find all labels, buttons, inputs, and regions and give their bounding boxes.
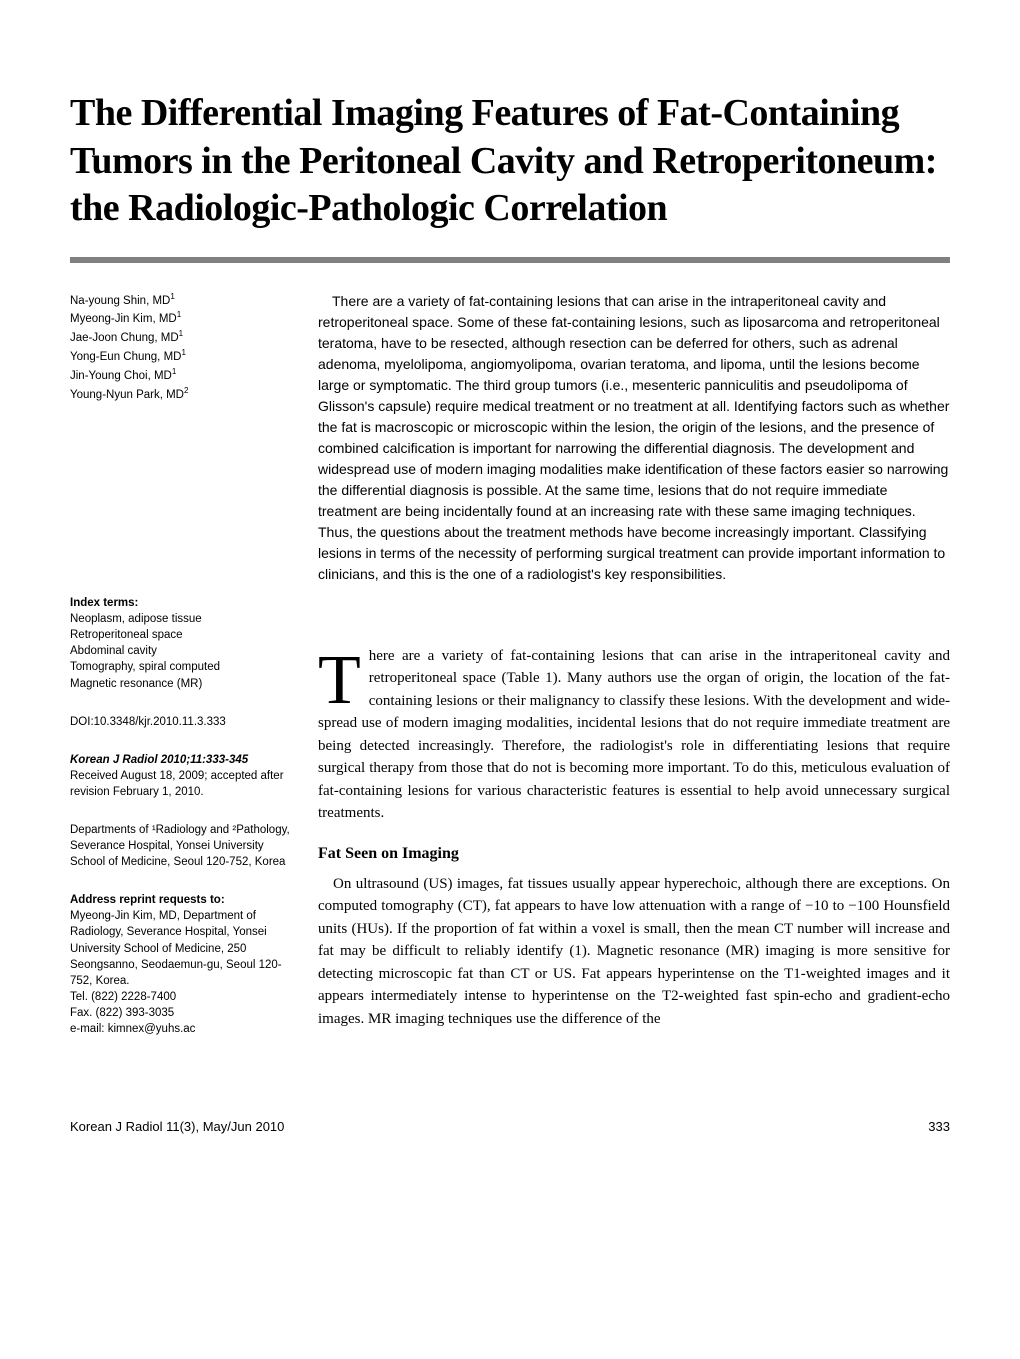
reprint-body: Myeong-Jin Kim, MD, Department of Radiol… <box>70 908 290 988</box>
index-term: Neoplasm, adipose tissue <box>70 611 290 627</box>
author: Myeong-Jin Kim, MD1 <box>70 309 290 327</box>
index-term: Abdominal cavity <box>70 643 290 659</box>
reprint-fax: Fax. (822) 393-3035 <box>70 1005 290 1021</box>
dropcap-letter: T <box>318 651 361 711</box>
received-line: Received August 18, 2009; accepted after… <box>70 768 290 800</box>
author-list: Na-young Shin, MD1 Myeong-Jin Kim, MD1 J… <box>70 291 290 404</box>
reprint-email: e-mail: kimnex@yuhs.ac <box>70 1021 290 1037</box>
index-term: Retroperitoneal space <box>70 627 290 643</box>
author: Young-Nyun Park, MD2 <box>70 385 290 403</box>
index-term: Magnetic resonance (MR) <box>70 676 290 692</box>
article-title: The Differential Imaging Features of Fat… <box>70 90 950 233</box>
author: Jin-Young Choi, MD1 <box>70 366 290 384</box>
affiliations: Departments of ¹Radiology and ²Pathology… <box>70 822 290 870</box>
journal-received-block: Korean J Radiol 2010;11:333-345 Received… <box>70 752 290 800</box>
index-terms-block: Index terms: Neoplasm, adipose tissue Re… <box>70 595 290 692</box>
index-term: Tomography, spiral computed <box>70 659 290 675</box>
sidebar-spacer <box>70 425 290 595</box>
intro-paragraph: T here are a variety of fat-containing l… <box>318 645 950 825</box>
section-heading: Fat Seen on Imaging <box>318 845 950 863</box>
title-rule <box>70 257 950 263</box>
index-terms-heading: Index terms: <box>70 595 290 611</box>
author: Na-young Shin, MD1 <box>70 291 290 309</box>
sidebar: Na-young Shin, MD1 Myeong-Jin Kim, MD1 J… <box>70 291 290 1060</box>
reprint-block: Address reprint requests to: Myeong-Jin … <box>70 892 290 1037</box>
intro-text: here are a variety of fat-containing les… <box>318 648 950 822</box>
reprint-heading: Address reprint requests to: <box>70 892 290 908</box>
author: Yong-Eun Chung, MD1 <box>70 347 290 365</box>
footer-journal: Korean J Radiol 11(3), May/Jun 2010 <box>70 1119 284 1134</box>
journal-citation: Korean J Radiol 2010;11:333-345 <box>70 752 290 768</box>
abstract: There are a variety of fat-containing le… <box>318 291 950 585</box>
body-paragraph: On ultrasound (US) images, fat tissues u… <box>318 873 950 1031</box>
two-column-layout: Na-young Shin, MD1 Myeong-Jin Kim, MD1 J… <box>70 291 950 1060</box>
doi: DOI:10.3348/kjr.2010.11.3.333 <box>70 714 290 730</box>
author: Jae-Joon Chung, MD1 <box>70 328 290 346</box>
main-column: There are a variety of fat-containing le… <box>318 291 950 1060</box>
reprint-tel: Tel. (822) 2228-7400 <box>70 989 290 1005</box>
page-footer: Korean J Radiol 11(3), May/Jun 2010 333 <box>70 1119 950 1134</box>
footer-page-number: 333 <box>928 1119 950 1134</box>
